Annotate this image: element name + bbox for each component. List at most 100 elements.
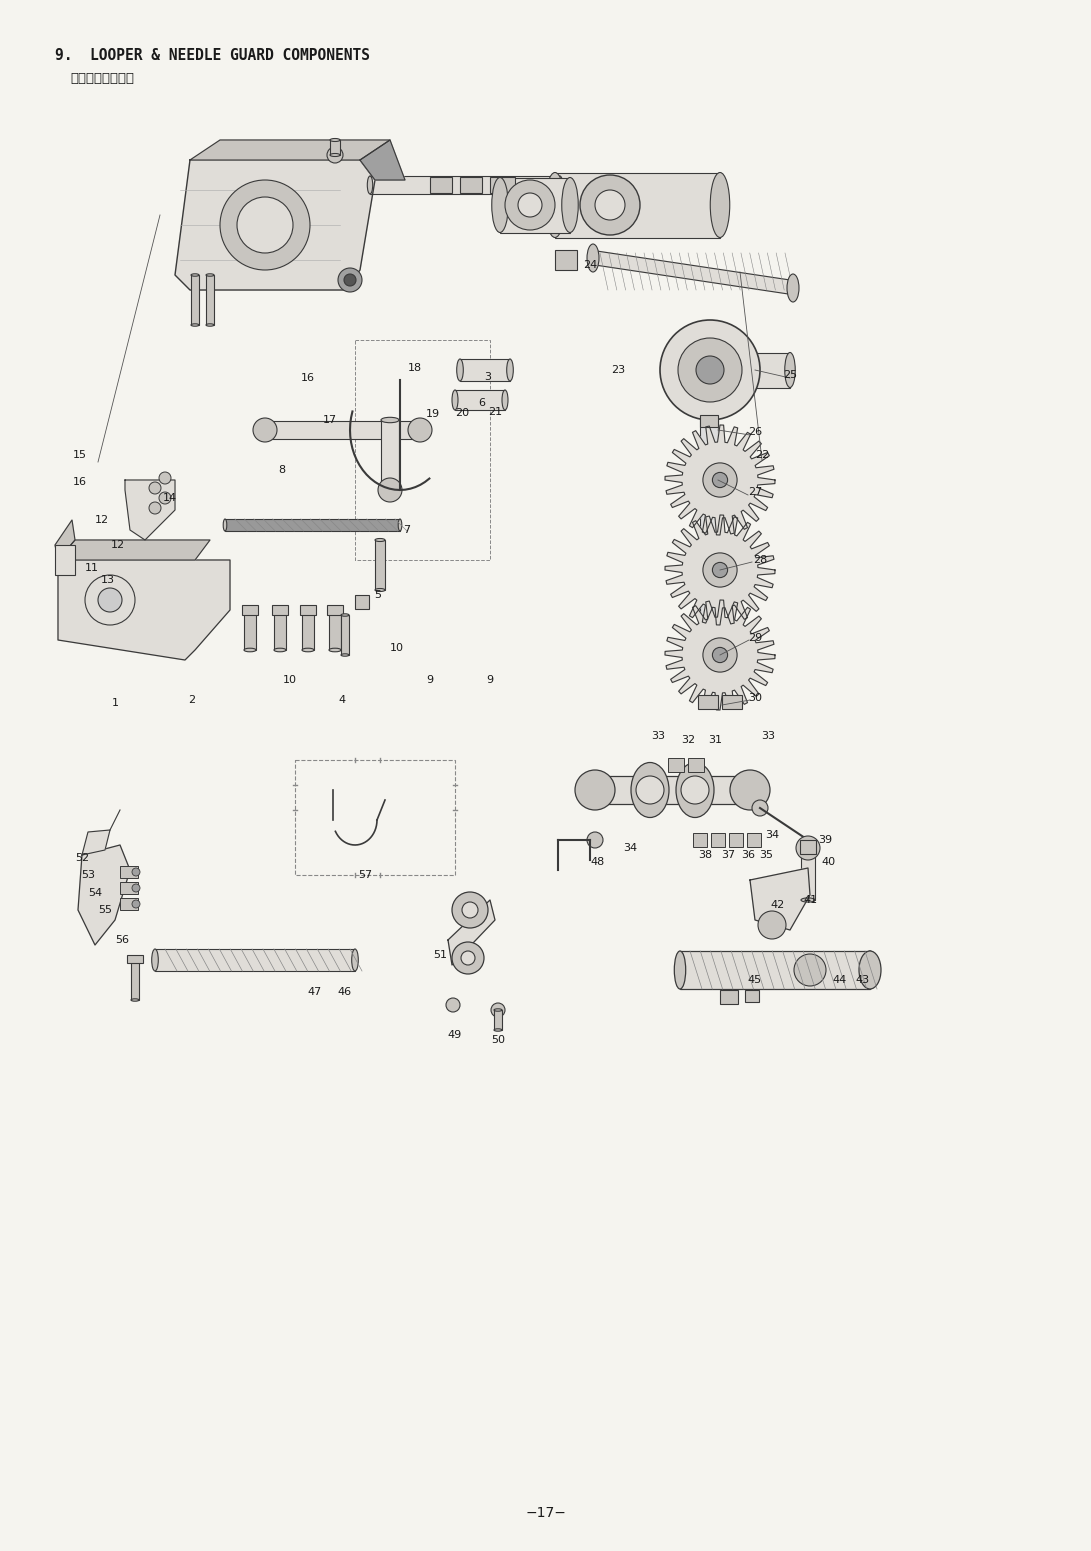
Bar [698, 695, 718, 709]
Text: 46: 46 [338, 986, 352, 997]
Circle shape [505, 180, 555, 230]
Bar [55, 544, 75, 575]
Text: 11: 11 [85, 563, 99, 572]
Ellipse shape [244, 648, 256, 651]
Text: 12: 12 [111, 540, 125, 551]
Ellipse shape [191, 275, 199, 276]
Text: 44: 44 [832, 976, 847, 985]
Circle shape [758, 910, 786, 938]
Bar [555, 250, 577, 270]
Bar [329, 610, 341, 650]
Text: 9.  LOOPER & NEEDLE GUARD COMPONENTS: 9. LOOPER & NEEDLE GUARD COMPONENTS [55, 48, 370, 64]
Text: 10: 10 [283, 675, 297, 686]
Bar [460, 177, 482, 192]
Polygon shape [175, 160, 375, 290]
Text: 9: 9 [427, 675, 433, 686]
Text: 29: 29 [747, 633, 763, 644]
Polygon shape [666, 425, 775, 535]
Circle shape [712, 647, 728, 662]
Ellipse shape [710, 172, 730, 237]
Text: 7: 7 [404, 524, 410, 535]
Ellipse shape [302, 608, 314, 611]
Circle shape [149, 503, 161, 513]
Text: 13: 13 [101, 575, 115, 585]
Text: 35: 35 [759, 850, 774, 859]
Text: 28: 28 [753, 555, 767, 565]
Circle shape [703, 552, 738, 588]
Text: 4: 4 [338, 695, 346, 706]
Bar [120, 883, 137, 893]
Polygon shape [360, 140, 405, 180]
Bar [729, 833, 743, 847]
Bar [693, 833, 707, 847]
Text: 31: 31 [708, 735, 722, 744]
Bar [302, 610, 314, 650]
Ellipse shape [859, 951, 882, 990]
Polygon shape [190, 140, 389, 160]
Bar [595, 776, 750, 803]
Ellipse shape [417, 420, 422, 439]
Bar [244, 610, 256, 650]
Ellipse shape [244, 608, 256, 611]
Circle shape [446, 997, 460, 1011]
Text: 45: 45 [748, 976, 762, 985]
Polygon shape [82, 830, 110, 855]
Ellipse shape [206, 324, 214, 326]
Bar [430, 177, 452, 192]
Text: 38: 38 [698, 850, 712, 859]
Text: 12: 12 [95, 515, 109, 524]
Ellipse shape [784, 352, 795, 388]
Circle shape [518, 192, 542, 217]
Text: 43: 43 [855, 976, 870, 985]
Polygon shape [58, 540, 209, 560]
Ellipse shape [262, 420, 267, 439]
Ellipse shape [224, 520, 227, 530]
Text: 51: 51 [433, 951, 447, 960]
Bar [460, 358, 509, 382]
Bar [747, 833, 762, 847]
Circle shape [149, 482, 161, 495]
Bar [680, 951, 870, 990]
Text: 48: 48 [591, 858, 606, 867]
Text: 54: 54 [88, 889, 103, 898]
Polygon shape [666, 600, 775, 710]
Circle shape [98, 588, 122, 613]
Text: 34: 34 [623, 844, 637, 853]
Ellipse shape [674, 951, 686, 990]
Circle shape [327, 147, 343, 163]
Bar [327, 605, 343, 616]
Ellipse shape [329, 154, 340, 157]
Bar [329, 140, 340, 155]
Ellipse shape [341, 655, 349, 656]
Ellipse shape [398, 520, 401, 530]
Text: 33: 33 [651, 731, 666, 741]
Ellipse shape [502, 389, 508, 409]
Circle shape [338, 268, 362, 292]
Text: 8: 8 [278, 465, 286, 475]
Ellipse shape [494, 1028, 502, 1031]
Polygon shape [590, 250, 795, 295]
Ellipse shape [546, 172, 565, 237]
Bar [295, 760, 455, 875]
Text: 36: 36 [741, 850, 755, 859]
Bar [668, 758, 684, 772]
Bar [355, 596, 369, 610]
Bar [700, 396, 718, 675]
Text: ルーパ・针受関係: ルーパ・针受関係 [70, 71, 134, 85]
Bar [688, 758, 704, 772]
Ellipse shape [591, 776, 599, 803]
Circle shape [575, 769, 615, 810]
Ellipse shape [131, 959, 139, 962]
Polygon shape [448, 900, 495, 965]
Text: 30: 30 [748, 693, 762, 703]
Text: 5: 5 [374, 589, 382, 600]
Text: 52: 52 [75, 853, 89, 862]
Ellipse shape [558, 175, 563, 194]
Circle shape [377, 478, 401, 503]
Circle shape [132, 900, 140, 907]
Circle shape [461, 903, 478, 918]
Bar [745, 990, 759, 1002]
Bar [341, 616, 349, 655]
Circle shape [752, 800, 768, 816]
Text: 40: 40 [820, 858, 835, 867]
